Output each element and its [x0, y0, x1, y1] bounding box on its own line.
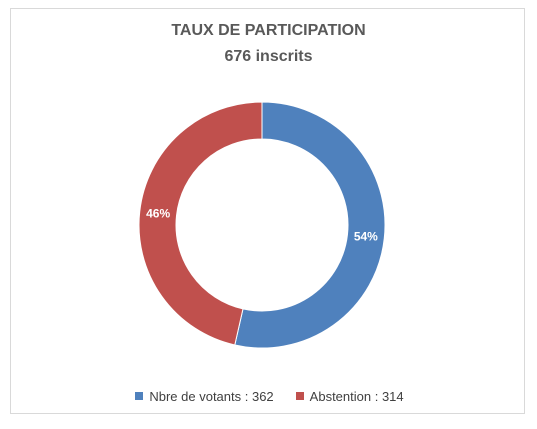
data-label-abstention: 46%	[146, 206, 170, 220]
legend-swatch-votants	[135, 392, 144, 400]
legend-label-votants: Nbre de votants : 362	[149, 388, 274, 404]
donut-slice-abstention	[138, 101, 263, 346]
data-label-votants: 54%	[354, 230, 378, 244]
legend-item-votants: Nbre de votants : 362	[135, 388, 274, 404]
donut-slice-votants	[234, 101, 386, 349]
legend-item-abstention: Abstention : 314	[295, 388, 404, 404]
chart-title: TAUX DE PARTICIPATION	[171, 22, 366, 39]
chart-subtitle: 676 inscrits	[224, 48, 313, 65]
chart-legend: Nbre de votants : 362 Abstention : 314	[121, 384, 418, 408]
legend-label-abstention: Abstention : 314	[309, 388, 404, 404]
legend-swatch-abstention	[295, 392, 304, 400]
